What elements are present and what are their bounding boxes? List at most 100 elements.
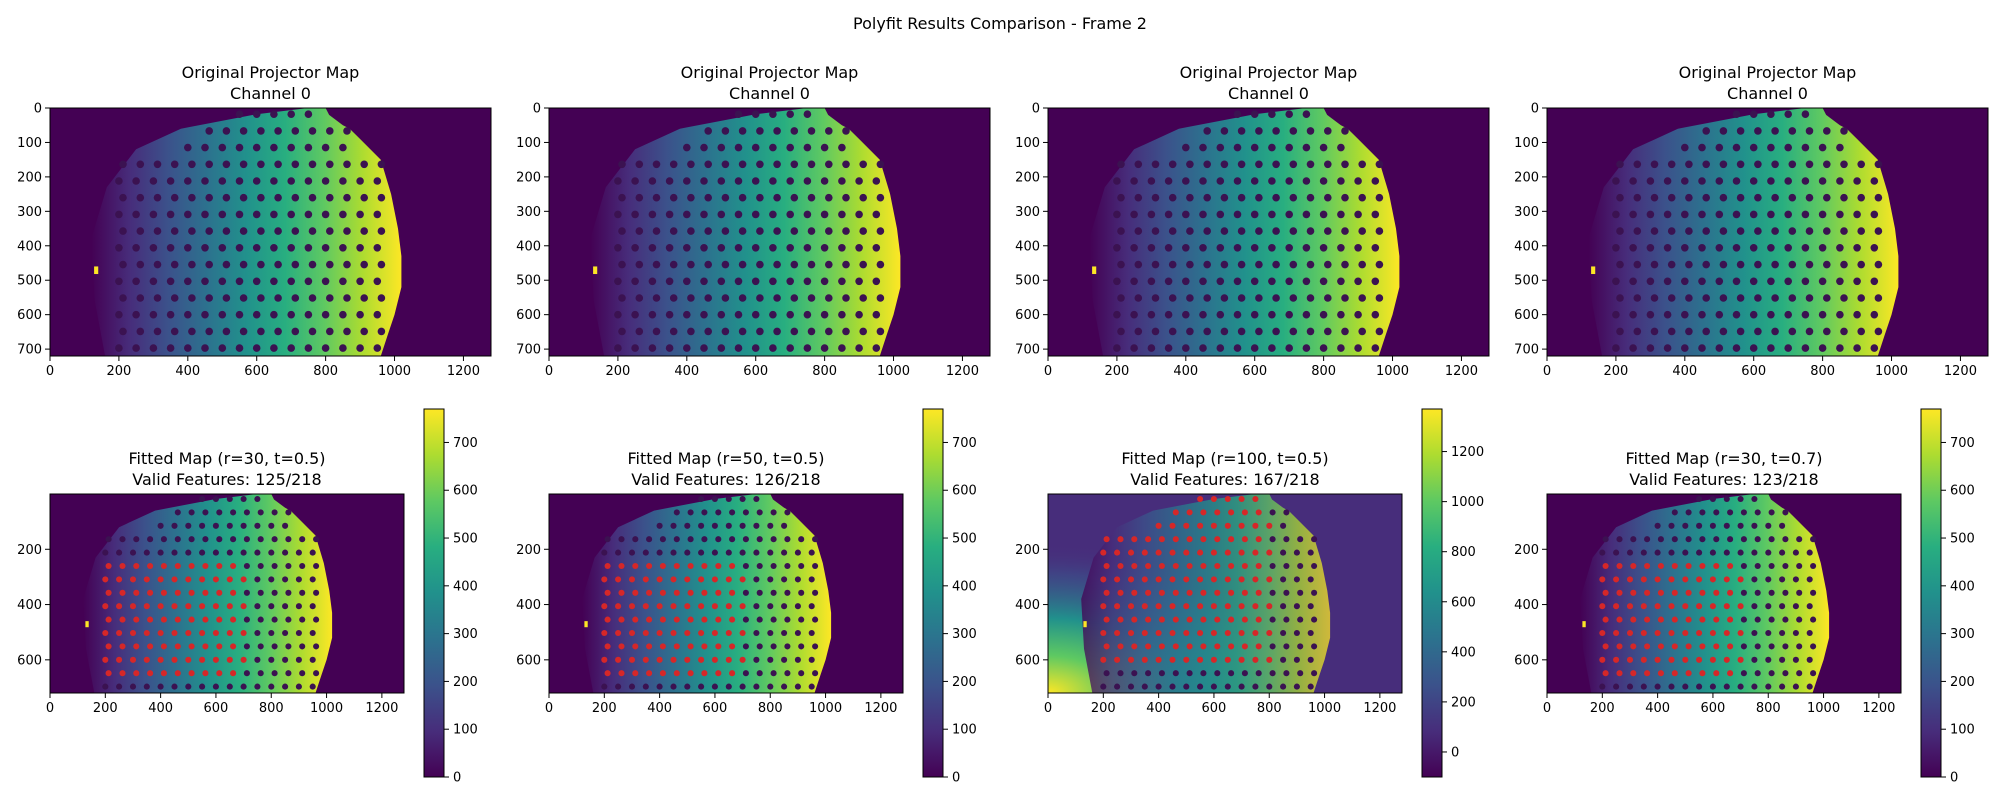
projector-dot xyxy=(1736,127,1745,135)
image-layer xyxy=(582,494,832,693)
projector-dot xyxy=(1801,344,1810,352)
projector-dot xyxy=(257,227,265,235)
projector-dot xyxy=(1874,260,1883,269)
colorbar-tick-label: 200 xyxy=(952,675,977,690)
projector-dot xyxy=(1599,549,1606,556)
projector-dot xyxy=(102,549,109,556)
valid-feature-marker xyxy=(1630,643,1637,650)
projector-dot xyxy=(1375,160,1384,169)
valid-feature-marker xyxy=(1114,603,1121,610)
projector-dot xyxy=(1626,683,1634,690)
projector-dot xyxy=(1633,193,1642,202)
projector-dot xyxy=(784,536,791,543)
projector-dot xyxy=(798,643,805,650)
projector-dot xyxy=(143,549,150,556)
projector-dot xyxy=(1702,327,1710,336)
x-tick-label: 1000 xyxy=(378,364,411,379)
projector-dot xyxy=(1779,603,1786,610)
valid-feature-marker xyxy=(739,656,746,663)
valid-feature-marker xyxy=(1713,589,1720,596)
projector-dot xyxy=(1801,244,1810,252)
projector-dot xyxy=(1319,177,1328,185)
valid-feature-marker xyxy=(1183,629,1190,637)
projector-dot xyxy=(326,294,334,302)
valid-feature-marker xyxy=(656,603,663,610)
valid-feature-marker xyxy=(160,670,167,677)
colorbar-tick-label: 600 xyxy=(1950,484,1975,499)
projector-dot xyxy=(751,143,760,152)
valid-feature-marker xyxy=(230,616,237,623)
projector-dot xyxy=(756,294,764,302)
y-tick-label: 0 xyxy=(1032,102,1040,117)
valid-feature-marker xyxy=(1155,656,1162,663)
valid-feature-marker xyxy=(1200,643,1207,650)
projector-dot xyxy=(1216,177,1225,185)
projector-dot xyxy=(1698,277,1706,286)
valid-feature-marker xyxy=(1228,616,1235,623)
projector-dot xyxy=(1732,244,1741,252)
projector-dot xyxy=(201,344,209,352)
projector-dot xyxy=(218,177,227,185)
projector-dot xyxy=(859,294,867,302)
valid-feature-marker xyxy=(1613,576,1620,583)
valid-feature-marker xyxy=(1238,656,1245,663)
projector-dot xyxy=(313,670,320,677)
projector-dot xyxy=(1806,603,1813,610)
projector-dot xyxy=(1268,210,1276,219)
colorbar-tick-label: 300 xyxy=(952,627,977,642)
projector-dot xyxy=(753,629,760,637)
valid-feature-marker xyxy=(1685,670,1692,677)
valid-feature-marker xyxy=(119,670,126,677)
colorbar-tick-label: 0 xyxy=(1950,771,1958,786)
projector-dot xyxy=(1113,177,1121,185)
projector-dot xyxy=(1203,160,1211,169)
colorbar-tick-label: 400 xyxy=(1950,579,1975,594)
projector-dot xyxy=(808,656,815,663)
projector-dot xyxy=(614,210,622,219)
artifact-spot xyxy=(1092,266,1097,275)
valid-feature-marker xyxy=(1657,643,1664,650)
x-tick-label: 200 xyxy=(1603,364,1628,379)
projector-dot xyxy=(1233,210,1242,219)
projector-dot xyxy=(1732,277,1741,286)
valid-feature-marker xyxy=(1255,562,1262,570)
projector-dot xyxy=(1870,277,1879,286)
x-tick-label: 400 xyxy=(1146,701,1171,716)
projector-dot xyxy=(1337,310,1345,319)
projector-dot xyxy=(1341,227,1349,235)
valid-feature-marker xyxy=(157,576,164,583)
projector-dot xyxy=(1203,227,1211,235)
projector-dot xyxy=(1602,536,1609,543)
projector-dot xyxy=(291,327,300,336)
projector-dot xyxy=(721,193,730,202)
valid-feature-marker xyxy=(1699,616,1706,623)
y-tick-label: 600 xyxy=(1514,653,1539,668)
projector-dot xyxy=(1199,143,1207,152)
valid-feature-marker xyxy=(729,589,736,596)
projector-dot xyxy=(1168,160,1177,169)
subplot-title: Valid Features: 167/218 xyxy=(1130,470,1319,489)
projector-dot xyxy=(1810,589,1817,596)
projector-dot xyxy=(701,536,708,543)
projector-dot xyxy=(299,670,306,677)
projector-dot xyxy=(1354,310,1362,319)
projector-dot xyxy=(136,193,145,202)
projector-dot xyxy=(1141,683,1148,690)
projector-dot xyxy=(1268,344,1276,352)
projector-dot xyxy=(1147,277,1156,286)
projector-dot xyxy=(1646,210,1655,219)
valid-feature-marker xyxy=(670,576,677,583)
valid-feature-marker xyxy=(1145,643,1152,650)
projector-dot xyxy=(1870,344,1879,352)
x-tick-label: 400 xyxy=(1645,701,1670,716)
projector-dot xyxy=(808,603,815,610)
valid-feature-marker xyxy=(1602,643,1609,650)
projector-dot xyxy=(1633,260,1642,269)
valid-feature-marker xyxy=(1141,549,1148,556)
projector-dot xyxy=(171,549,178,556)
y-tick-label: 200 xyxy=(17,543,42,558)
projector-dot xyxy=(1341,193,1349,202)
valid-feature-marker xyxy=(1200,509,1207,516)
projector-dot xyxy=(635,260,644,269)
y-tick-label: 500 xyxy=(516,274,541,289)
